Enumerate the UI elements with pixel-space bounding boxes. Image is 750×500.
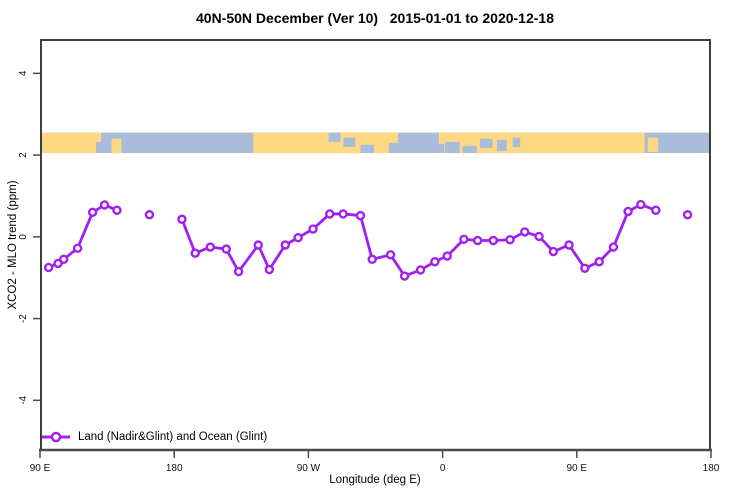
- data-point-marker: [385, 250, 396, 260]
- plot-canvas: 90 E 180 90 W 0 90 E 180 4 2 0 -2 -4: [18, 39, 720, 474]
- legend-marker-icon: [42, 431, 70, 443]
- data-point-marker: [293, 232, 303, 243]
- data-point-marker: [190, 248, 200, 258]
- data-point-marker: [459, 234, 469, 244]
- x-tick-label: 180: [166, 463, 183, 474]
- map-land-segment: [95, 132, 102, 142]
- data-point-marker: [415, 265, 426, 275]
- map-water-patch: [360, 144, 375, 154]
- map-water-patch: [497, 139, 507, 151]
- data-point-marker: [87, 207, 98, 218]
- map-water-patch: [444, 141, 460, 154]
- data-point-marker: [594, 257, 604, 267]
- x-tick-label: 0: [440, 463, 446, 474]
- data-point-marker: [233, 266, 244, 277]
- x-tick-label: 180: [703, 463, 720, 474]
- map-land-segment: [444, 132, 645, 154]
- data-point-marker: [43, 262, 54, 273]
- chart-title: 40N-50N December (Ver 10) 2015-01-01 to …: [196, 10, 554, 26]
- data-point-marker: [177, 214, 187, 224]
- x-tick-label: 90 E: [567, 463, 588, 474]
- x-tick-label: 90 E: [30, 463, 51, 474]
- data-point-marker: [534, 231, 544, 242]
- data-point-marker: [520, 227, 530, 237]
- x-tick-label: 90 W: [297, 463, 321, 474]
- data-point-marker: [308, 224, 318, 234]
- data-point-marker: [548, 246, 559, 257]
- data-point-marker: [72, 243, 83, 253]
- data-point-marker: [651, 205, 661, 215]
- data-point-marker: [112, 205, 122, 215]
- data-point-marker: [205, 242, 215, 252]
- map-water-patch: [328, 132, 341, 142]
- data-point-marker: [564, 240, 574, 250]
- map-land-segment: [438, 132, 445, 144]
- map-land-segment: [388, 132, 398, 143]
- data-point-marker: [144, 210, 155, 220]
- data-point-marker: [367, 254, 377, 265]
- data-point-marker: [580, 263, 590, 273]
- data-point-marker: [338, 209, 348, 219]
- legend: Land (Nadir&Glint) and Ocean (Glint): [42, 429, 267, 445]
- data-point-marker: [608, 242, 619, 252]
- data-point-marker: [636, 199, 646, 210]
- data-point-marker: [221, 244, 231, 254]
- data-point-marker: [442, 251, 452, 261]
- data-point-marker: [399, 271, 410, 281]
- data-point-marker: [623, 206, 633, 217]
- data-point-marker: [59, 254, 69, 265]
- x-axis-title: Longitude (deg E): [329, 474, 421, 486]
- data-point-marker: [355, 210, 366, 221]
- y-tick-label: 2: [18, 152, 29, 158]
- y-axis-title: XCO2 - MLO trend (ppm): [7, 180, 19, 310]
- series-line-segment: [47, 203, 119, 269]
- map-land-segment: [111, 138, 122, 154]
- data-point-marker: [488, 235, 498, 246]
- data-point-marker: [505, 234, 515, 245]
- y-tick-label: 0: [18, 234, 29, 240]
- data-point-marker: [325, 209, 335, 219]
- data-point-marker: [472, 235, 483, 246]
- data-point-marker: [264, 264, 275, 275]
- legend-label: Land (Nadir&Glint) and Ocean (Glint): [78, 431, 268, 443]
- data-point-marker: [682, 210, 693, 220]
- data-point-marker: [99, 200, 110, 210]
- map-water-patch: [462, 145, 477, 154]
- y-tick-label: -2: [18, 314, 29, 323]
- data-point-marker: [253, 240, 263, 250]
- map-water-patch: [479, 138, 493, 148]
- y-tick-label: 4: [18, 70, 29, 76]
- map-water-patch: [512, 137, 521, 147]
- map-land-segment: [647, 137, 659, 153]
- data-point-marker: [280, 240, 290, 250]
- map-land-segment: [40, 132, 96, 154]
- y-tick-label: -4: [18, 395, 29, 404]
- data-point-marker: [430, 257, 440, 267]
- map-water-patch: [343, 137, 356, 147]
